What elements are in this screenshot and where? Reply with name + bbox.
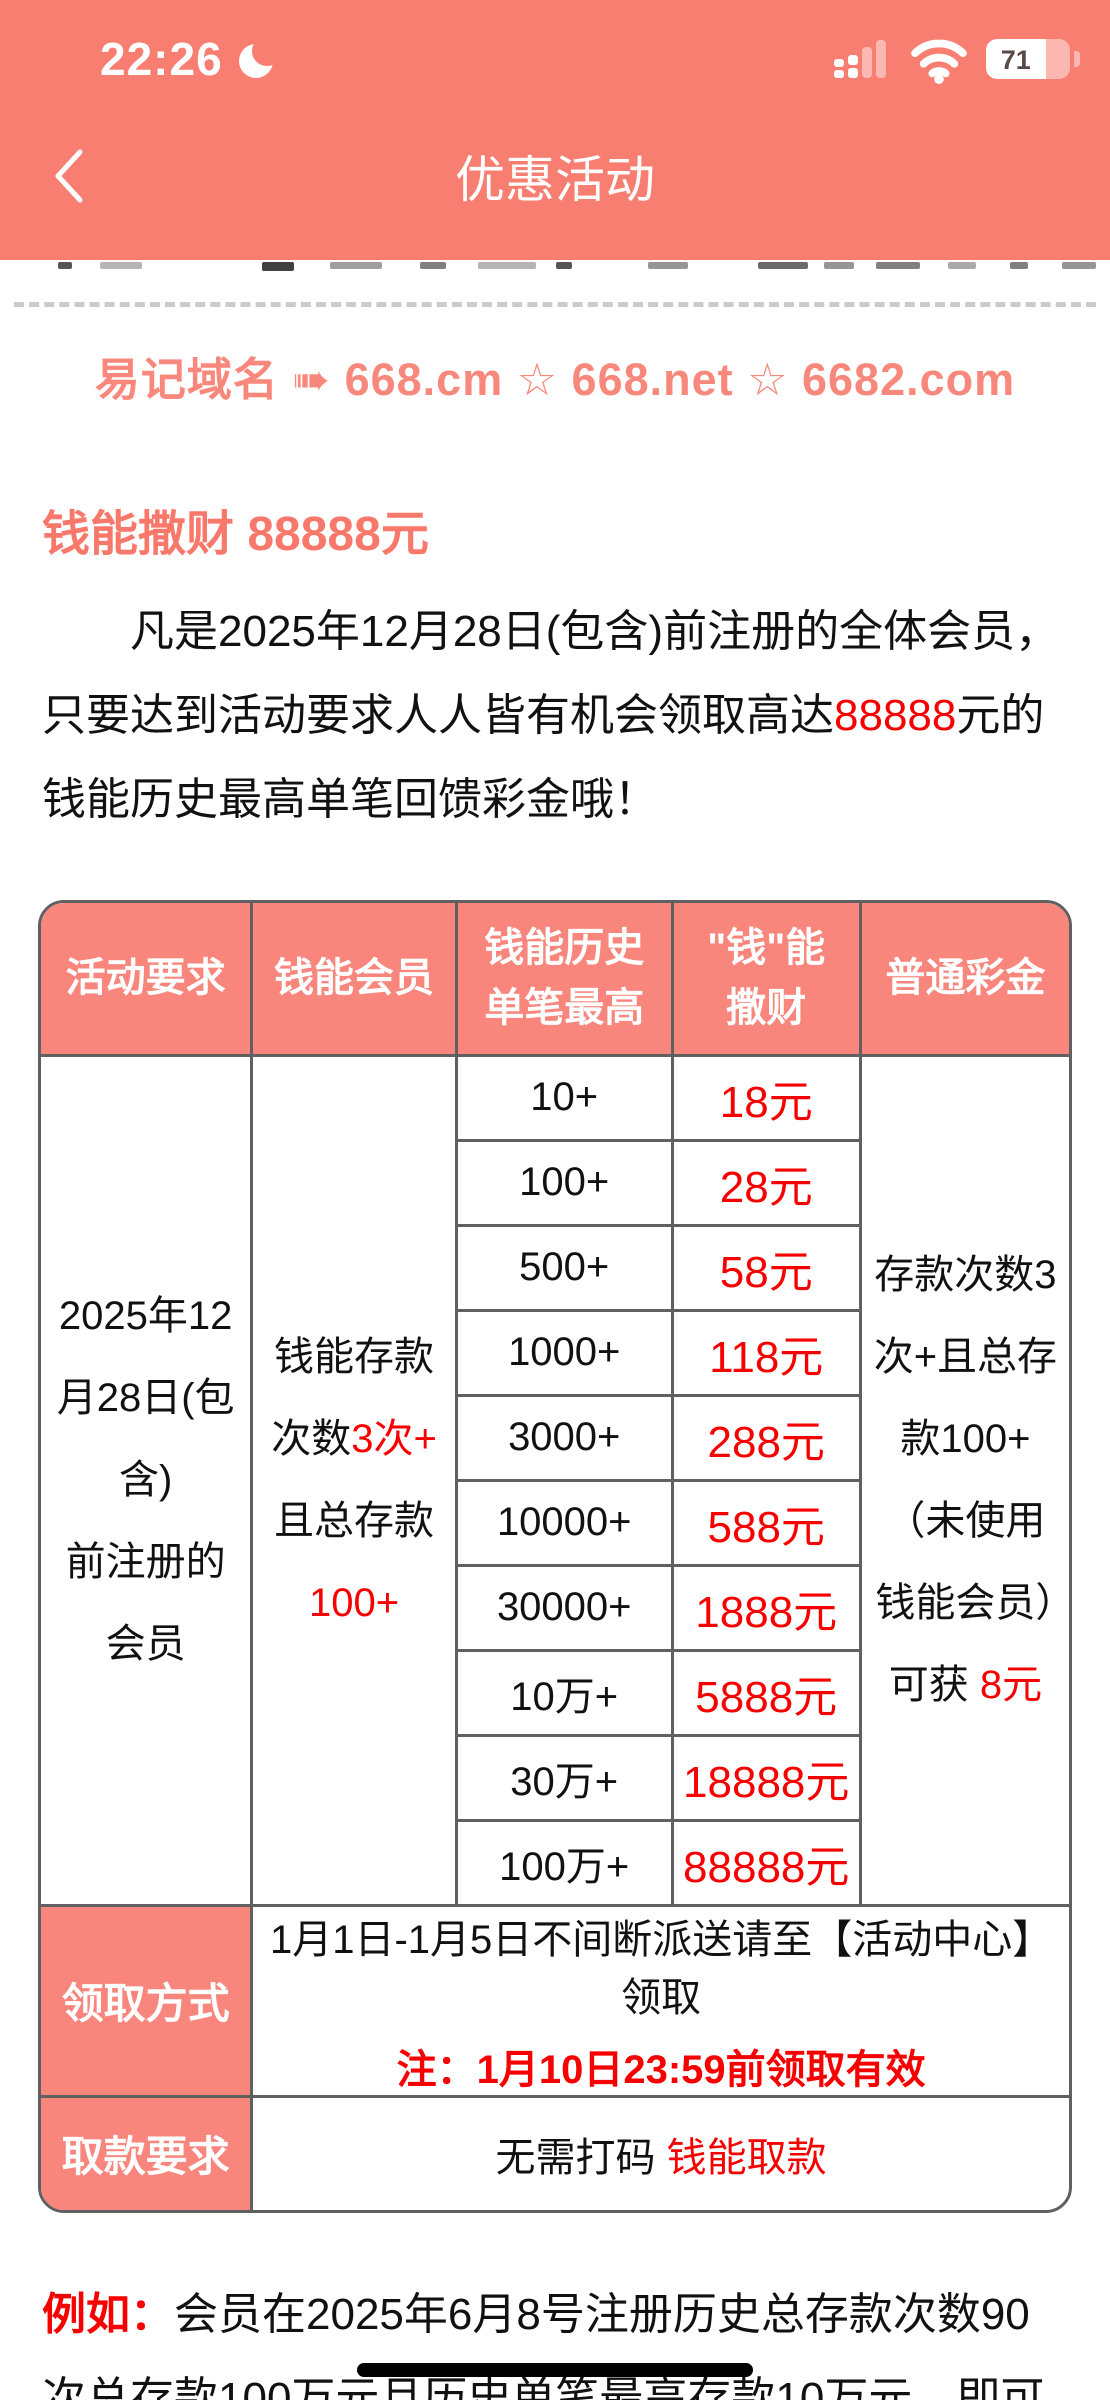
clipped-content-strip xyxy=(0,260,1110,274)
table-row: 2025年12月28日(包含) 前注册的会员 钱能存款次数3次+ 且总存款 10… xyxy=(41,1053,1069,1907)
example-before: 会员在2025年6月8号注册历史总存款次数90次总存款100万元且历史单笔最高存… xyxy=(42,2290,1045,2400)
status-left: 22:26 xyxy=(100,32,279,86)
claim-row: 领取方式 1月1日-1月5日不间断派送请至【活动中心】领取 注：1月10日23:… xyxy=(41,1903,1069,2098)
home-indicator[interactable] xyxy=(357,2363,753,2377)
table-header-row: 活动要求 钱能会员 钱能历史单笔最高 "钱"能撒财 普通彩金 xyxy=(41,903,1069,1057)
battery-nub-icon xyxy=(1074,51,1080,67)
member-amount-red: 100+ xyxy=(308,1581,400,1625)
claim-label: 领取方式 xyxy=(41,1903,254,2098)
header-history-max: 钱能历史单笔最高 xyxy=(454,903,674,1057)
withdraw-row: 取款要求 无需打码 钱能取款 xyxy=(41,2094,1069,2210)
tier-deposit: 10+ xyxy=(454,1053,674,1142)
table-row: 30000+ 1888元 xyxy=(41,1563,1069,1652)
back-button[interactable] xyxy=(52,148,86,204)
withdraw-text-red: 钱能取款 xyxy=(666,2135,827,2180)
dashed-divider xyxy=(14,302,1096,307)
tier-deposit: 3000+ xyxy=(456,1393,674,1482)
table-row: 100万+ 88888元 xyxy=(41,1818,1069,1907)
intro-amount: 88888 xyxy=(834,691,957,740)
tier-bonus: 5888元 xyxy=(670,1648,861,1737)
header-normal-bonus: 普通彩金 xyxy=(858,903,1069,1057)
tier-bonus: 58元 xyxy=(670,1223,861,1312)
tier-bonus: 18888元 xyxy=(670,1733,861,1822)
withdraw-text: 无需打码 xyxy=(495,2135,667,2180)
tier-deposit: 10万+ xyxy=(456,1648,674,1737)
promo-title: 钱能撒财 88888元 xyxy=(42,508,429,561)
crescent-moon-icon xyxy=(238,38,279,78)
tier-deposit: 30000+ xyxy=(456,1563,674,1652)
cellular-signal-icon xyxy=(834,40,886,78)
requirement-line1: 2025年12月28日(包含) xyxy=(56,1294,235,1502)
promo-intro: 凡是2025年12月28日(包含)前注册的全体会员，只要达到活动要求人人皆有机会… xyxy=(42,590,1068,842)
status-bar: 22:26 71 xyxy=(0,0,1110,92)
tier-deposit: 10000+ xyxy=(456,1478,674,1567)
tier-deposit: 100+ xyxy=(456,1138,674,1227)
member-text2: 且总存款 xyxy=(274,1499,435,1543)
withdraw-content: 无需打码 钱能取款 xyxy=(250,2094,1069,2210)
requirement-cell: 2025年12月28日(包含) 前注册的会员 xyxy=(41,1053,254,1907)
tier-bonus: 1888元 xyxy=(670,1563,861,1652)
tier-bonus: 28元 xyxy=(670,1138,861,1227)
status-time: 22:26 xyxy=(100,33,223,85)
tier-bonus: 588元 xyxy=(670,1478,861,1567)
table-row: 10万+ 5888元 xyxy=(41,1648,1069,1737)
tier-bonus: 18元 xyxy=(670,1053,862,1142)
example-label: 例如： xyxy=(42,2290,174,2339)
tier-bonus: 288元 xyxy=(670,1393,861,1482)
battery-icon: 71 xyxy=(986,39,1070,79)
battery-fill xyxy=(986,39,1046,79)
intro-text-before: 凡是2025年12月28日(包含)前注册的全体会员，只要达到活动要求人人皆有机会… xyxy=(42,607,1060,740)
header-qian-bonus: "钱"能撒财 xyxy=(670,903,862,1057)
table-row: 30万+ 18888元 xyxy=(41,1733,1069,1822)
normal-bonus-cell: 存款次数3次+且总存款100+（未使用钱能会员）可获 8元 xyxy=(858,1053,1069,1907)
intro-text-after: 元的钱能历史最高单笔回馈彩金哦！ xyxy=(42,691,1045,824)
wifi-icon xyxy=(911,39,967,84)
tier-deposit: 100万+ xyxy=(456,1818,674,1907)
claim-line2: 注：1月10日23:59前领取有效 xyxy=(396,2047,926,2092)
table-row: 500+ 58元 xyxy=(41,1223,1069,1312)
tier-deposit: 1000+ xyxy=(456,1308,674,1397)
example-note: 例如：会员在2025年6月8号注册历史总存款次数90次总存款100万元且历史单笔… xyxy=(42,2273,1068,2400)
table-row: 3000+ 288元 xyxy=(41,1393,1069,1482)
tier-bonus: 118元 xyxy=(670,1308,861,1397)
domain-line: 易记域名 ➠ 668.cm ☆ 668.net ☆ 6682.com xyxy=(94,354,1016,405)
page-title: 优惠活动 xyxy=(455,152,655,208)
normal-bonus-amount: 8元 xyxy=(979,1663,1043,1707)
claim-line1: 1月1日-1月5日不间断派送请至【活动中心】领取 xyxy=(269,1917,1053,2020)
member-times-red: 3次+ xyxy=(351,1417,437,1461)
tier-deposit: 500+ xyxy=(456,1223,674,1312)
table-row: 100+ 28元 xyxy=(41,1138,1069,1227)
header-qianneng-member: 钱能会员 xyxy=(250,903,458,1057)
tier-bonus: 88888元 xyxy=(670,1818,861,1907)
withdraw-label: 取款要求 xyxy=(41,2094,254,2210)
header-activity-req: 活动要求 xyxy=(41,903,254,1057)
requirement-line2: 前注册的会员 xyxy=(65,1540,226,1666)
normal-bonus-text: 存款次数3次+且总存款100+（未使用钱能会员）可获 xyxy=(873,1253,1058,1707)
promo-table: 活动要求 钱能会员 钱能历史单笔最高 "钱"能撒财 普通彩金 2025年12月2… xyxy=(38,900,1072,2213)
member-cell: 钱能存款次数3次+ 且总存款 100+ xyxy=(250,1053,458,1907)
table-row: 1000+ 118元 xyxy=(41,1308,1069,1397)
table-row: 10000+ 588元 xyxy=(41,1478,1069,1567)
battery-percent: 71 xyxy=(1000,45,1031,75)
member-text: 钱能存款次数 xyxy=(271,1335,435,1461)
tier-deposit: 30万+ xyxy=(456,1733,674,1822)
nav-bar: 优惠活动 xyxy=(0,92,1110,260)
status-right: 71 xyxy=(834,34,1080,84)
claim-content: 1月1日-1月5日不间断派送请至【活动中心】领取 注：1月10日23:59前领取… xyxy=(250,1903,1069,2098)
